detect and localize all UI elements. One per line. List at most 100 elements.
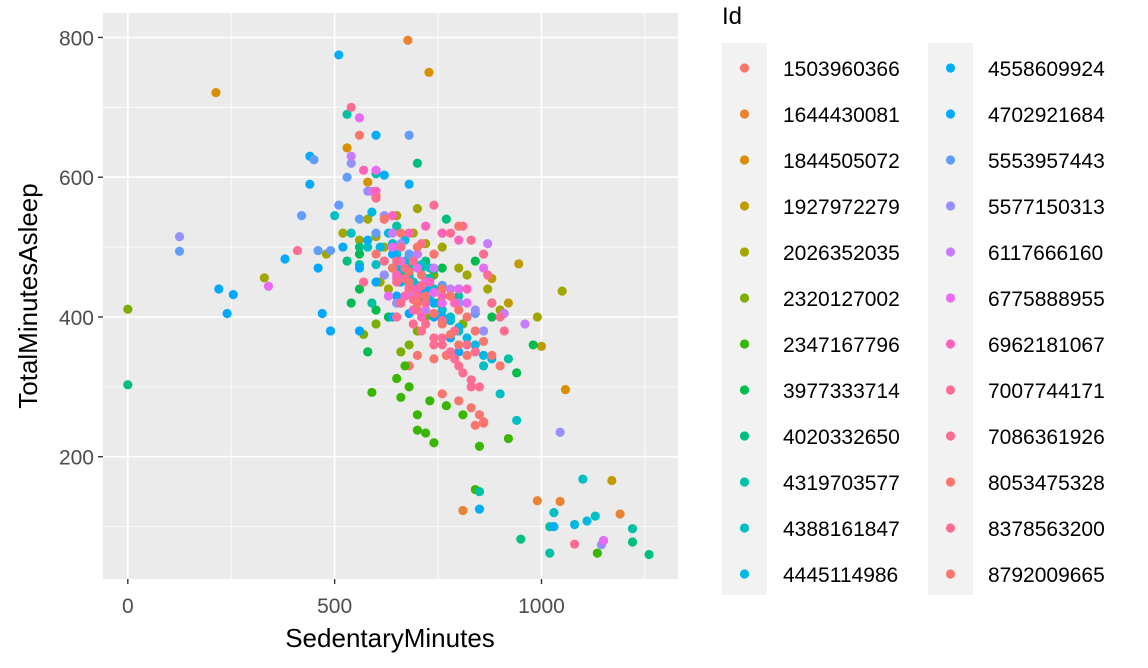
data-point (503, 298, 513, 308)
x-tick-label: 0 (122, 595, 134, 618)
data-point (383, 284, 394, 294)
data-point (342, 143, 352, 153)
data-point (462, 340, 472, 350)
data-point (354, 326, 365, 336)
data-point (514, 259, 524, 269)
data-point (462, 312, 472, 322)
data-point (412, 425, 422, 435)
data-point (487, 298, 497, 308)
data-point (437, 263, 447, 273)
data-point (371, 186, 381, 196)
data-point (363, 235, 373, 245)
data-point (375, 242, 385, 252)
data-point (590, 511, 600, 521)
data-point (454, 347, 464, 357)
data-point (437, 319, 447, 329)
data-point (483, 238, 493, 249)
legend-key (945, 385, 956, 395)
data-point (392, 291, 402, 301)
data-point (429, 200, 439, 210)
data-point (454, 396, 464, 406)
data-point (404, 266, 414, 277)
y-tick-label: 200 (59, 447, 94, 470)
data-point (462, 298, 472, 308)
data-point (429, 308, 439, 319)
data-point (363, 242, 373, 252)
legend-key (945, 431, 956, 441)
data-point (429, 438, 439, 448)
data-point (437, 291, 447, 301)
data-point (421, 291, 431, 301)
data-point (578, 474, 588, 484)
data-point (495, 361, 505, 371)
data-point (615, 509, 625, 519)
data-point (421, 428, 431, 438)
data-points (123, 35, 654, 560)
data-point (483, 284, 493, 294)
data-point (462, 270, 472, 280)
data-point (371, 259, 381, 270)
data-point (412, 204, 422, 214)
data-point (404, 130, 414, 140)
data-point (387, 249, 398, 259)
data-point (503, 433, 513, 444)
data-point (454, 235, 464, 245)
data-point (462, 350, 472, 360)
data-point (359, 277, 369, 287)
data-point (445, 284, 456, 294)
data-point (445, 291, 456, 301)
data-point (627, 537, 638, 547)
data-point (396, 298, 406, 308)
data-point (342, 109, 352, 119)
data-point (211, 88, 221, 98)
data-point (379, 270, 389, 280)
data-point (280, 254, 290, 264)
data-point (403, 35, 413, 45)
data-point (499, 326, 509, 336)
data-point (478, 417, 489, 427)
data-point (607, 475, 617, 486)
data-point (450, 298, 460, 308)
data-point (228, 290, 238, 300)
data-point (354, 130, 365, 140)
legend-key (739, 293, 750, 303)
data-point (592, 548, 602, 558)
data-point (346, 102, 356, 112)
data-point (429, 333, 439, 343)
data-point (296, 211, 307, 221)
legend-label: 4445114986 (783, 564, 898, 587)
data-point (396, 392, 406, 402)
data-point (429, 287, 439, 298)
data-point (392, 221, 402, 231)
data-point (342, 256, 352, 266)
data-point (404, 340, 414, 350)
data-point (313, 263, 323, 273)
data-point (338, 242, 348, 252)
legend-label: 6775888955 (988, 288, 1105, 311)
data-point (429, 263, 439, 273)
data-point (478, 263, 489, 273)
data-point (474, 382, 485, 392)
data-point (263, 281, 274, 291)
data-point (342, 172, 352, 182)
data-point (470, 420, 480, 430)
data-point (555, 496, 565, 507)
data-point (354, 263, 365, 273)
data-point (392, 312, 402, 322)
legend-key (945, 63, 956, 73)
data-point (474, 487, 485, 497)
data-point (259, 273, 269, 283)
data-point (582, 516, 592, 526)
data-point (512, 415, 522, 425)
data-point (346, 151, 356, 161)
data-point (487, 350, 497, 360)
data-point (379, 170, 389, 180)
legend-label: 8378563200 (988, 518, 1105, 541)
data-point (454, 284, 464, 294)
legend-label: 1503960366 (783, 58, 900, 81)
legend-key (739, 523, 750, 533)
legend-label: 1844505072 (783, 150, 900, 173)
data-point (437, 333, 447, 343)
data-point (412, 158, 422, 168)
data-point (557, 286, 567, 296)
